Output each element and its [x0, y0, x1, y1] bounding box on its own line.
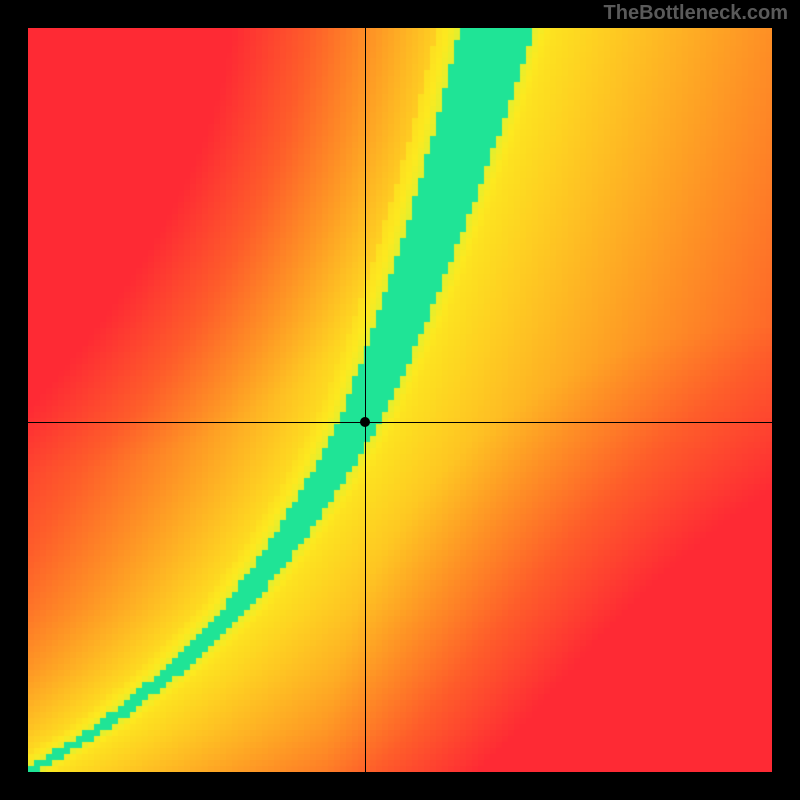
crosshair-horizontal [28, 422, 772, 423]
heatmap-chart [28, 28, 772, 772]
heatmap-canvas [28, 28, 772, 772]
crosshair-vertical [365, 28, 366, 772]
watermark-text: TheBottleneck.com [604, 2, 788, 25]
